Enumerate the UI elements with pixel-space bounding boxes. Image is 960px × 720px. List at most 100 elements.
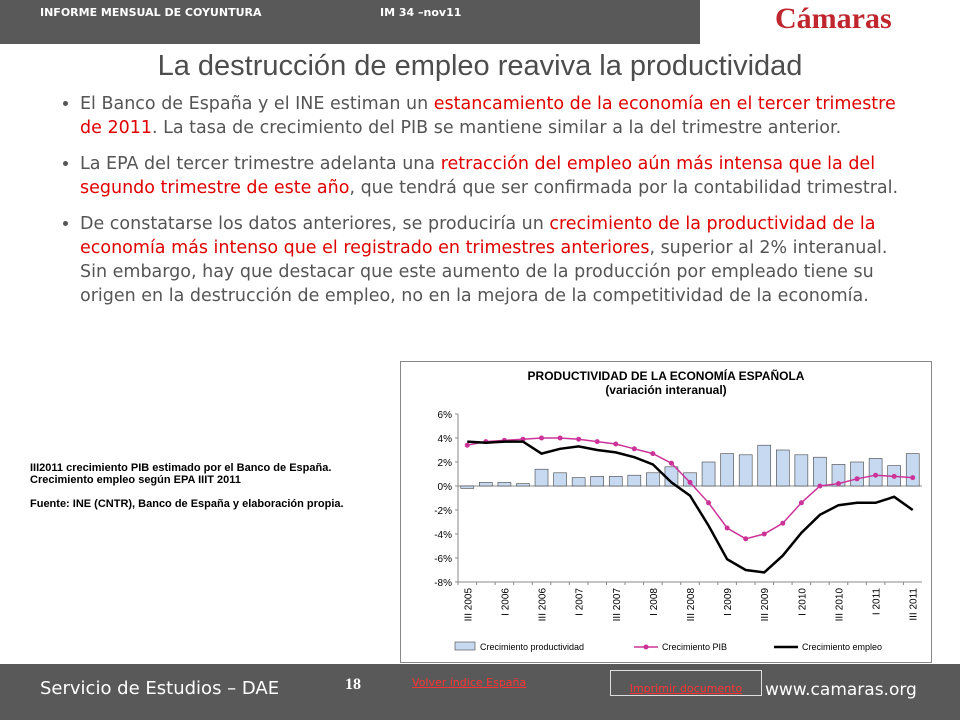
header: INFORME MENSUAL DE COYUNTURA IM 34 –nov1… — [0, 0, 700, 44]
x-tick-label: III 2010 — [834, 588, 845, 622]
bullet-text: , superior al 2% interanual. Sin embargo… — [80, 238, 888, 306]
x-tick-label: I 2009 — [723, 588, 734, 616]
legend-label: Crecimiento productividad — [480, 642, 584, 652]
x-tick-label: I 2010 — [797, 588, 808, 616]
x-tick-label: III 2011 — [909, 588, 920, 621]
marker — [817, 483, 823, 489]
bullet: El Banco de España y el INE estiman un e… — [80, 92, 920, 140]
bullet-text: La EPA del tercer trimestre adelanta una — [80, 154, 441, 174]
chart: PRODUCTIVIDAD DE LA ECONOMÍA ESPAÑOLA (v… — [400, 361, 932, 663]
marker — [613, 441, 619, 447]
x-tick-label: III 2009 — [760, 588, 771, 622]
chart-frame — [400, 361, 932, 663]
y-tick-label: 0% — [438, 482, 453, 493]
bullet-text: De constatarse los datos anteriores, se … — [80, 214, 550, 234]
marker — [539, 435, 545, 441]
bullet-text: El Banco de España y el INE estiman un — [80, 94, 434, 114]
x-tick-label: III 2008 — [686, 588, 697, 622]
bar — [497, 482, 512, 487]
marker — [835, 481, 841, 487]
line — [467, 437, 913, 540]
marker — [910, 475, 916, 481]
y-tick-label: 6% — [438, 410, 453, 421]
bullet-text: estancamiento de la economía en el terce… — [80, 94, 896, 138]
bar — [627, 474, 642, 487]
marker — [576, 436, 582, 442]
y-tick-label: -8% — [434, 578, 452, 589]
y-tick-label: 4% — [438, 434, 453, 445]
y-tick-label: 2% — [438, 458, 453, 469]
bar — [868, 458, 883, 487]
y-tick-label: -6% — [434, 554, 452, 565]
bullet-text: crecimiento de la productividad de la ec… — [80, 214, 876, 258]
issue: IM 34 –nov11 — [380, 6, 462, 19]
marker — [743, 536, 749, 542]
bar — [590, 476, 604, 487]
x-tick-label: I 2008 — [649, 588, 660, 616]
legend-label: Crecimiento PIB — [662, 642, 727, 652]
bar — [479, 482, 493, 487]
line — [467, 440, 914, 574]
y-tick-label: -4% — [434, 530, 452, 541]
marker — [650, 451, 656, 457]
bullet: De constatarse los datos anteriores, se … — [80, 212, 920, 308]
legend-swatch — [454, 641, 476, 651]
marker — [557, 435, 563, 441]
bar — [608, 476, 623, 487]
marker — [854, 476, 860, 482]
slide-title: La destrucción de empleo reaviva la prod… — [157, 50, 803, 82]
note: Fuente: INE (CNTR), Banco de España y el… — [30, 498, 344, 510]
bullet-text: , que tendrá que ser confirmada por la c… — [349, 178, 899, 198]
marker — [873, 472, 879, 478]
bullet-text: . La tasa de crecimiento del PIB se mant… — [151, 118, 842, 138]
bar — [850, 461, 864, 487]
bar — [534, 468, 549, 487]
legend-swatch — [643, 644, 649, 650]
footer: Servicio de Estudios – DAE 18 Volver índ… — [0, 664, 960, 720]
bar — [683, 472, 697, 487]
page-number: 18 — [345, 676, 361, 693]
x-tick-label: I 2011 — [872, 588, 883, 615]
notes: III2011 crecimiento PIB estimado por el … — [30, 462, 360, 522]
bar — [701, 461, 716, 487]
bar — [553, 472, 567, 487]
bullet-text: retracción del empleo aún más intensa qu… — [80, 154, 876, 198]
marker — [724, 525, 730, 531]
chart-title: PRODUCTIVIDAD DE LA ECONOMÍA ESPAÑOLA — [528, 368, 805, 383]
bar — [720, 453, 734, 487]
marker — [631, 446, 637, 452]
bar — [905, 453, 920, 487]
bar — [460, 485, 475, 489]
legend-label: Crecimiento empleo — [802, 642, 882, 652]
x-tick-label: I 2007 — [575, 588, 586, 616]
url: www.camaras.org — [765, 680, 917, 700]
marker — [780, 520, 786, 526]
print-link[interactable]: Imprimir documento — [610, 670, 762, 696]
marker — [464, 442, 470, 448]
x-tick-label: III 2007 — [612, 588, 623, 622]
bar — [738, 454, 753, 487]
bar — [646, 472, 660, 487]
chart-subtitle: (variación interanual) — [605, 383, 726, 397]
bar — [757, 444, 772, 487]
bar — [516, 483, 530, 487]
back-link[interactable]: Volver índice España — [412, 676, 527, 689]
bar — [794, 454, 809, 487]
x-tick-label: III 2005 — [463, 588, 474, 622]
note: III2011 crecimiento PIB estimado por el … — [30, 462, 332, 486]
bar — [813, 456, 827, 487]
x-tick-label: I 2006 — [500, 588, 511, 616]
marker — [891, 473, 897, 479]
marker — [668, 460, 674, 466]
bar — [571, 477, 586, 487]
marker — [798, 500, 804, 506]
marker — [594, 439, 600, 445]
bar — [776, 449, 790, 487]
marker — [761, 531, 767, 537]
bullet: La EPA del tercer trimestre adelanta una… — [80, 152, 920, 200]
marker — [706, 500, 712, 506]
marker — [687, 479, 693, 485]
report-name: INFORME MENSUAL DE COYUNTURA — [40, 6, 262, 19]
bullets: El Banco de España y el INE estiman un e… — [55, 92, 920, 320]
